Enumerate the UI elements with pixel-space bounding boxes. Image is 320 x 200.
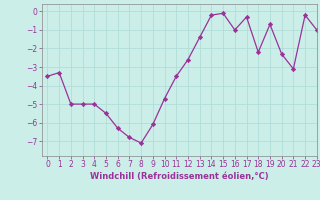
X-axis label: Windchill (Refroidissement éolien,°C): Windchill (Refroidissement éolien,°C) — [90, 172, 268, 181]
